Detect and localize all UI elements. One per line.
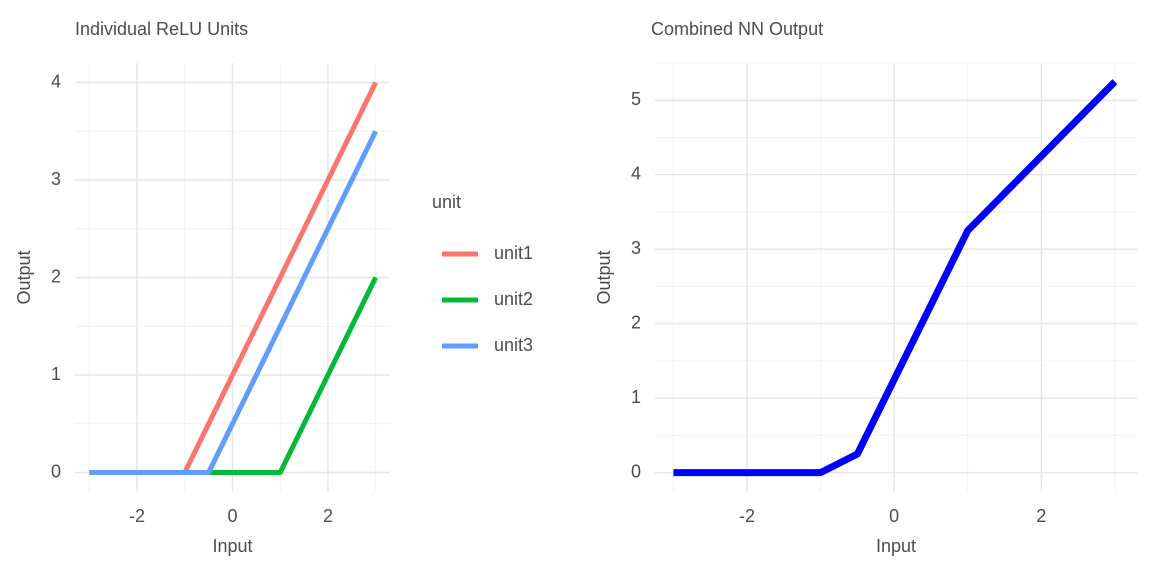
- y-tick-label: 0: [51, 461, 61, 481]
- y-axis-title: Output: [594, 250, 614, 304]
- x-tick-label: 2: [323, 506, 333, 526]
- y-tick-label: 1: [631, 387, 641, 407]
- x-tick-label: 2: [1036, 506, 1046, 526]
- y-tick-label: 0: [631, 461, 641, 481]
- line-series: [89, 130, 378, 475]
- x-tick-label: 0: [227, 506, 237, 526]
- legend-label: unit2: [494, 289, 533, 309]
- x-axis-title: Input: [876, 536, 916, 556]
- legend-label: unit3: [494, 335, 533, 355]
- legend-title: unit: [432, 192, 461, 212]
- y-axis-title: Output: [14, 250, 34, 304]
- chart-title: Combined NN Output: [651, 19, 823, 39]
- y-tick-label: 2: [51, 266, 61, 286]
- y-tick-label: 4: [631, 163, 641, 183]
- line-series: [673, 79, 1118, 477]
- x-axis-title: Input: [212, 536, 252, 556]
- y-tick-label: 2: [631, 312, 641, 332]
- y-tick-label: 5: [631, 89, 641, 109]
- y-tick-label: 1: [51, 364, 61, 384]
- x-tick-label: -2: [739, 506, 755, 526]
- x-tick-label: 0: [889, 506, 899, 526]
- chart-title: Individual ReLU Units: [75, 19, 248, 39]
- legend-label: unit1: [494, 243, 533, 263]
- y-tick-label: 3: [631, 238, 641, 258]
- y-tick-label: 3: [51, 169, 61, 189]
- x-tick-label: -2: [129, 506, 145, 526]
- y-tick-label: 4: [51, 71, 61, 91]
